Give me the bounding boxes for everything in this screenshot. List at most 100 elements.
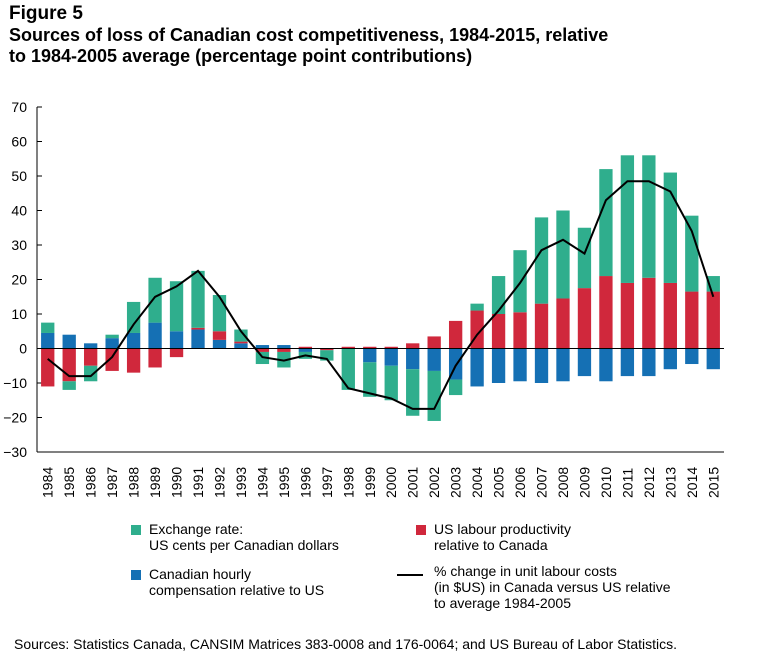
bar-productivity-2009 bbox=[577, 288, 592, 349]
y-tick-label: 40 bbox=[11, 203, 27, 219]
bar-compensation-2002 bbox=[427, 348, 441, 371]
bar-exchange-1991 bbox=[191, 270, 205, 328]
bar-compensation-2004 bbox=[470, 348, 484, 387]
bar-exchange-1992 bbox=[212, 295, 227, 332]
bar-exchange-2012 bbox=[642, 155, 656, 278]
bar-exchange-2010 bbox=[599, 169, 613, 277]
bar-productivity-2008 bbox=[556, 298, 570, 349]
x-tick-label-1991: 1991 bbox=[190, 467, 206, 498]
bar-productivity-1991 bbox=[191, 327, 205, 330]
bar-compensation-2007 bbox=[534, 348, 549, 383]
legend-item-ulc: % change in unit labour costs (in $US) i… bbox=[434, 563, 671, 611]
bar-compensation-1992 bbox=[212, 339, 227, 349]
source-note: Sources: Statistics Canada, CANSIM Matri… bbox=[14, 636, 678, 652]
bar-exchange-2003 bbox=[448, 379, 463, 396]
bar-productivity-1995 bbox=[277, 348, 291, 352]
x-tick-label-1990: 1990 bbox=[169, 467, 185, 498]
bar-compensation-2014 bbox=[685, 348, 699, 365]
bar-productivity-2001 bbox=[406, 343, 420, 349]
bar-exchange-1990 bbox=[169, 281, 184, 332]
bar-exchange-1997 bbox=[320, 350, 334, 361]
bar-exchange-2005 bbox=[491, 276, 506, 314]
legend-label-compensation-2: compensation relative to US bbox=[149, 582, 325, 598]
y-tick-label: 10 bbox=[11, 306, 27, 322]
legend-label-productivity-1: US labour productivity bbox=[434, 521, 571, 537]
ulc-line bbox=[47, 180, 715, 410]
x-tick-label-1995: 1995 bbox=[276, 467, 292, 498]
bar-exchange-1989 bbox=[148, 277, 162, 323]
bar-productivity-2015 bbox=[706, 291, 720, 349]
x-tick-label-2009: 2009 bbox=[576, 467, 592, 498]
bar-compensation-1989 bbox=[148, 322, 162, 349]
x-tick-label-2002: 2002 bbox=[426, 467, 442, 498]
bar-compensation-2001 bbox=[406, 348, 420, 370]
bar-compensation-1993 bbox=[234, 343, 248, 349]
y-tick-label: −30 bbox=[3, 444, 27, 460]
bar-exchange-1999 bbox=[363, 362, 377, 397]
bar-exchange-1998 bbox=[341, 348, 355, 390]
bar-compensation-2009 bbox=[577, 348, 592, 377]
bar-productivity-1996 bbox=[298, 346, 313, 349]
bar-productivity-2003 bbox=[448, 320, 463, 349]
x-tick-label-1999: 1999 bbox=[362, 467, 378, 498]
bar-compensation-1996 bbox=[298, 348, 313, 352]
bar-exchange-2007 bbox=[534, 217, 549, 304]
bar-compensation-1986 bbox=[84, 343, 98, 349]
bar-exchange-2013 bbox=[663, 172, 677, 283]
x-tick-label-1985: 1985 bbox=[61, 467, 77, 498]
x-tick-label-2000: 2000 bbox=[383, 467, 399, 498]
bar-productivity-1990 bbox=[169, 348, 184, 358]
x-tick-label-2007: 2007 bbox=[534, 467, 550, 498]
y-tick-label: 70 bbox=[11, 99, 27, 115]
bar-productivity-1998 bbox=[341, 346, 355, 349]
title-line-2: to 1984-2005 average (percentage point c… bbox=[9, 46, 473, 66]
y-axis-labels: −30 −20 −10 0 10 20 30 40 50 60 70 bbox=[3, 99, 27, 460]
bar-compensation-2013 bbox=[663, 348, 677, 370]
bar-compensation-1987 bbox=[105, 338, 119, 349]
bar-exchange-2008 bbox=[556, 210, 570, 299]
bar-compensation-2000 bbox=[384, 348, 398, 366]
bar-compensation-1994 bbox=[255, 345, 270, 349]
bar-compensation-2012 bbox=[642, 348, 656, 377]
bar-productivity-1986 bbox=[84, 348, 98, 366]
bar-exchange-1987 bbox=[105, 334, 119, 339]
bar-productivity-2010 bbox=[599, 276, 613, 349]
legend-label-ulc-3: to average 1984-2005 bbox=[434, 595, 571, 611]
bar-compensation-2011 bbox=[620, 348, 635, 377]
bar-exchange-2011 bbox=[620, 155, 635, 283]
y-axis-ticks bbox=[37, 106, 42, 453]
bar-productivity-2000 bbox=[384, 346, 398, 349]
x-tick-label-1992: 1992 bbox=[211, 467, 227, 498]
bar-exchange-2001 bbox=[406, 369, 420, 416]
x-tick-label-2006: 2006 bbox=[512, 467, 528, 498]
bar-compensation-2008 bbox=[556, 348, 570, 382]
y-tick-label: 30 bbox=[11, 237, 27, 253]
x-tick-label-2012: 2012 bbox=[641, 467, 657, 498]
x-tick-label-1989: 1989 bbox=[147, 467, 163, 498]
bar-productivity-2006 bbox=[513, 312, 527, 349]
bar-exchange-2002 bbox=[427, 370, 441, 421]
bar-exchange-2009 bbox=[577, 227, 592, 289]
x-tick-label-1994: 1994 bbox=[254, 467, 270, 498]
title-line-1: Sources of loss of Canadian cost competi… bbox=[9, 25, 609, 45]
bar-productivity-2007 bbox=[534, 303, 549, 349]
bar-productivity-2002 bbox=[427, 336, 441, 349]
legend-item-exchange: Exchange rate: US cents per Canadian dol… bbox=[149, 521, 339, 553]
bar-exchange-1986 bbox=[84, 365, 98, 382]
bar-compensation-1984 bbox=[41, 332, 55, 349]
legend-label-ulc-1: % change in unit labour costs bbox=[434, 563, 617, 579]
bar-compensation-1999 bbox=[363, 348, 377, 363]
y-tick-label: −20 bbox=[3, 410, 27, 426]
x-tick-label-2010: 2010 bbox=[598, 467, 614, 498]
bar-exchange-1984 bbox=[41, 322, 55, 333]
legend-label-compensation-1: Canadian hourly bbox=[149, 566, 251, 582]
y-tick-label: −10 bbox=[3, 375, 27, 391]
x-tick-label-1993: 1993 bbox=[233, 467, 249, 498]
bar-productivity-1992 bbox=[212, 331, 227, 340]
bar-exchange-1993 bbox=[234, 329, 248, 342]
legend-label-ulc-2: (in $US) in Canada versus US relative bbox=[434, 579, 671, 595]
x-tick-label-1984: 1984 bbox=[40, 467, 56, 498]
x-tick-label-1986: 1986 bbox=[83, 467, 99, 498]
legend-swatch-ulc-line bbox=[397, 574, 423, 576]
